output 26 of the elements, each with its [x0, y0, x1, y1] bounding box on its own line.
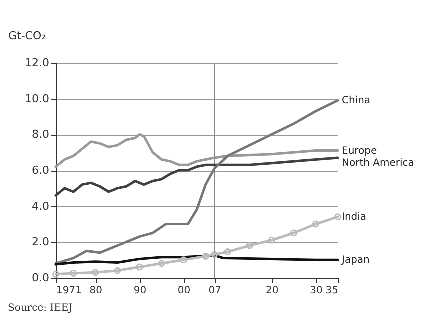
x-tick-label: 90	[134, 286, 147, 296]
x-tick-label: 00	[178, 286, 191, 296]
series-label: Europe	[342, 146, 378, 157]
line-series	[54, 99, 340, 265]
line-series	[54, 133, 340, 168]
y-tick-label: 2.0	[32, 236, 50, 249]
series-label: India	[342, 212, 367, 224]
line-series	[54, 254, 340, 266]
x-tick-label: 1971	[56, 286, 82, 296]
x-tick-label: 35	[326, 286, 338, 296]
source-note: Source: IEEJ	[8, 303, 73, 314]
y-tick-label: 6.0	[32, 164, 50, 177]
y-tick-label: 0.0	[32, 272, 50, 284]
x-tick-label: 20	[266, 286, 279, 296]
x-tick-label: 30	[310, 286, 323, 296]
x-tick-label: 80	[90, 286, 103, 296]
y-tick-label: 12.0	[25, 56, 50, 70]
x-tick-label: 07	[208, 286, 222, 296]
line-series	[54, 156, 340, 197]
y-axis-title: Gt-CO₂	[8, 30, 46, 42]
y-tick-label: 10.0	[25, 92, 50, 106]
series-label: Japan	[341, 255, 370, 266]
y-tick-label: 4.0	[32, 200, 50, 213]
y-tick-label: 8.0	[32, 128, 50, 142]
series-label: China	[342, 96, 371, 107]
series-label: North America	[342, 158, 414, 169]
